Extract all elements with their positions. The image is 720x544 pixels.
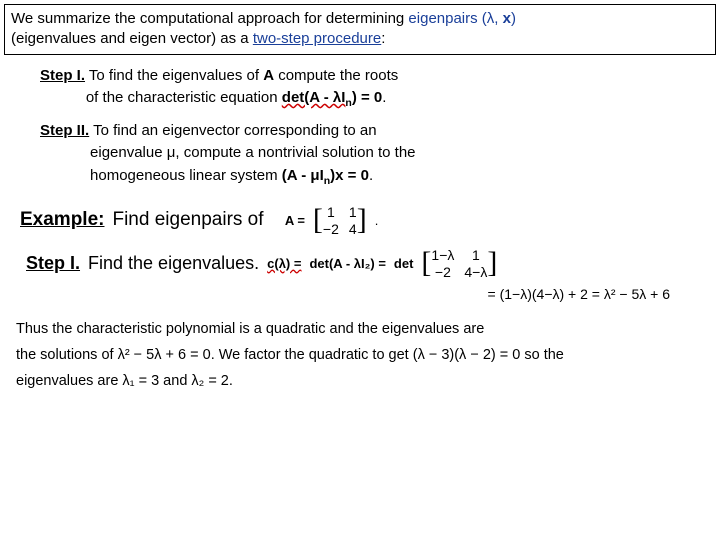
matrix-A: [ 1 1 −2 4 ]	[313, 204, 367, 237]
a22: 4	[349, 221, 357, 237]
s2t3: homogeneous linear system	[90, 167, 282, 184]
c-lambda: c(λ) =	[267, 256, 301, 271]
x-vec: x	[503, 10, 511, 27]
a11: 1	[323, 204, 339, 220]
rparen: )	[511, 10, 516, 27]
s2t1: To find an eigenvector corresponding to …	[89, 122, 376, 139]
d11: 1−λ	[431, 247, 454, 263]
det-end: ) = 0	[352, 89, 382, 106]
sys-eq: (A - μI	[282, 167, 324, 184]
s2t2: eigenvalue μ, compute a nontrivial solut…	[90, 144, 416, 161]
d12: 1	[464, 247, 487, 263]
step-1-block: Step I. To find the eigenvalues of A com…	[40, 65, 690, 112]
c-t3a: eigenvalues are	[16, 373, 122, 389]
c-t2b: . We factor the quadratic to get	[211, 347, 413, 363]
summary-box: We summarize the computational approach …	[4, 4, 716, 55]
matrix-det: [ 1−λ 1 −2 4−λ ]	[421, 247, 497, 280]
lparen: (λ,	[478, 10, 503, 27]
det-eq: det(A - λI	[282, 89, 346, 106]
calc-expansion: = (1−λ)(4−λ) + 2 = λ² − 5λ + 6	[0, 286, 670, 302]
c-t1: Thus the characteristic polynomial is a …	[16, 321, 484, 337]
step2-label: Step II.	[40, 122, 89, 139]
c-t2a: the solutions of	[16, 347, 118, 363]
eigenpairs-word: eigenpairs	[408, 10, 477, 27]
example-text: Find eigenpairs of	[112, 209, 263, 231]
calc-text: = (1−λ)(4−λ) + 2 = λ² − 5λ + 6	[488, 286, 670, 302]
example-label: Example:	[20, 209, 104, 231]
c-ev1: λ₁ = 3	[122, 373, 159, 389]
c-t2c: so the	[520, 347, 564, 363]
c-fact: (λ − 3)(λ − 2) = 0	[413, 347, 521, 363]
a12: 1	[349, 204, 357, 220]
ex-period: .	[375, 213, 379, 228]
d21: −2	[431, 264, 454, 280]
header-text: We summarize the computational approach …	[11, 10, 408, 27]
s1t1: To find the eigenvalues of	[85, 67, 263, 84]
step-2-block: Step II. To find an eigenvector correspo…	[40, 120, 690, 190]
sys-end: )x = 0	[330, 167, 369, 184]
colon: :	[381, 30, 385, 47]
a21: −2	[323, 221, 339, 237]
stepI-label: Step I.	[26, 253, 80, 274]
d22: 4−λ	[464, 264, 487, 280]
header-line2a: (eigenvalues and eigen vector) as a	[11, 30, 253, 47]
conclusion-block: Thus the characteristic polynomial is a …	[16, 316, 704, 394]
stepI-text: Find the eigenvalues.	[88, 253, 259, 274]
s1t3: of the characteristic equation	[86, 89, 282, 106]
step1-label: Step I.	[40, 67, 85, 84]
det-word: det	[394, 256, 414, 271]
s1A: A	[263, 67, 274, 84]
s2period: .	[369, 167, 373, 184]
c-t3b: and	[159, 373, 191, 389]
s1period: .	[382, 89, 386, 106]
step-I-solve: Step I. Find the eigenvalues. c(λ) = det…	[26, 247, 694, 280]
s1t2: compute the roots	[274, 67, 398, 84]
example-line: Example: Find eigenpairs of A = [ 1 1 −2…	[20, 204, 700, 237]
det-AI: det(A - λI₂) =	[309, 256, 385, 271]
two-step: two-step procedure	[253, 30, 381, 47]
A-equals: A =	[285, 213, 305, 228]
c-ev2: λ₂ = 2.	[191, 373, 233, 389]
c-poly: λ² − 5λ + 6 = 0	[118, 347, 211, 363]
